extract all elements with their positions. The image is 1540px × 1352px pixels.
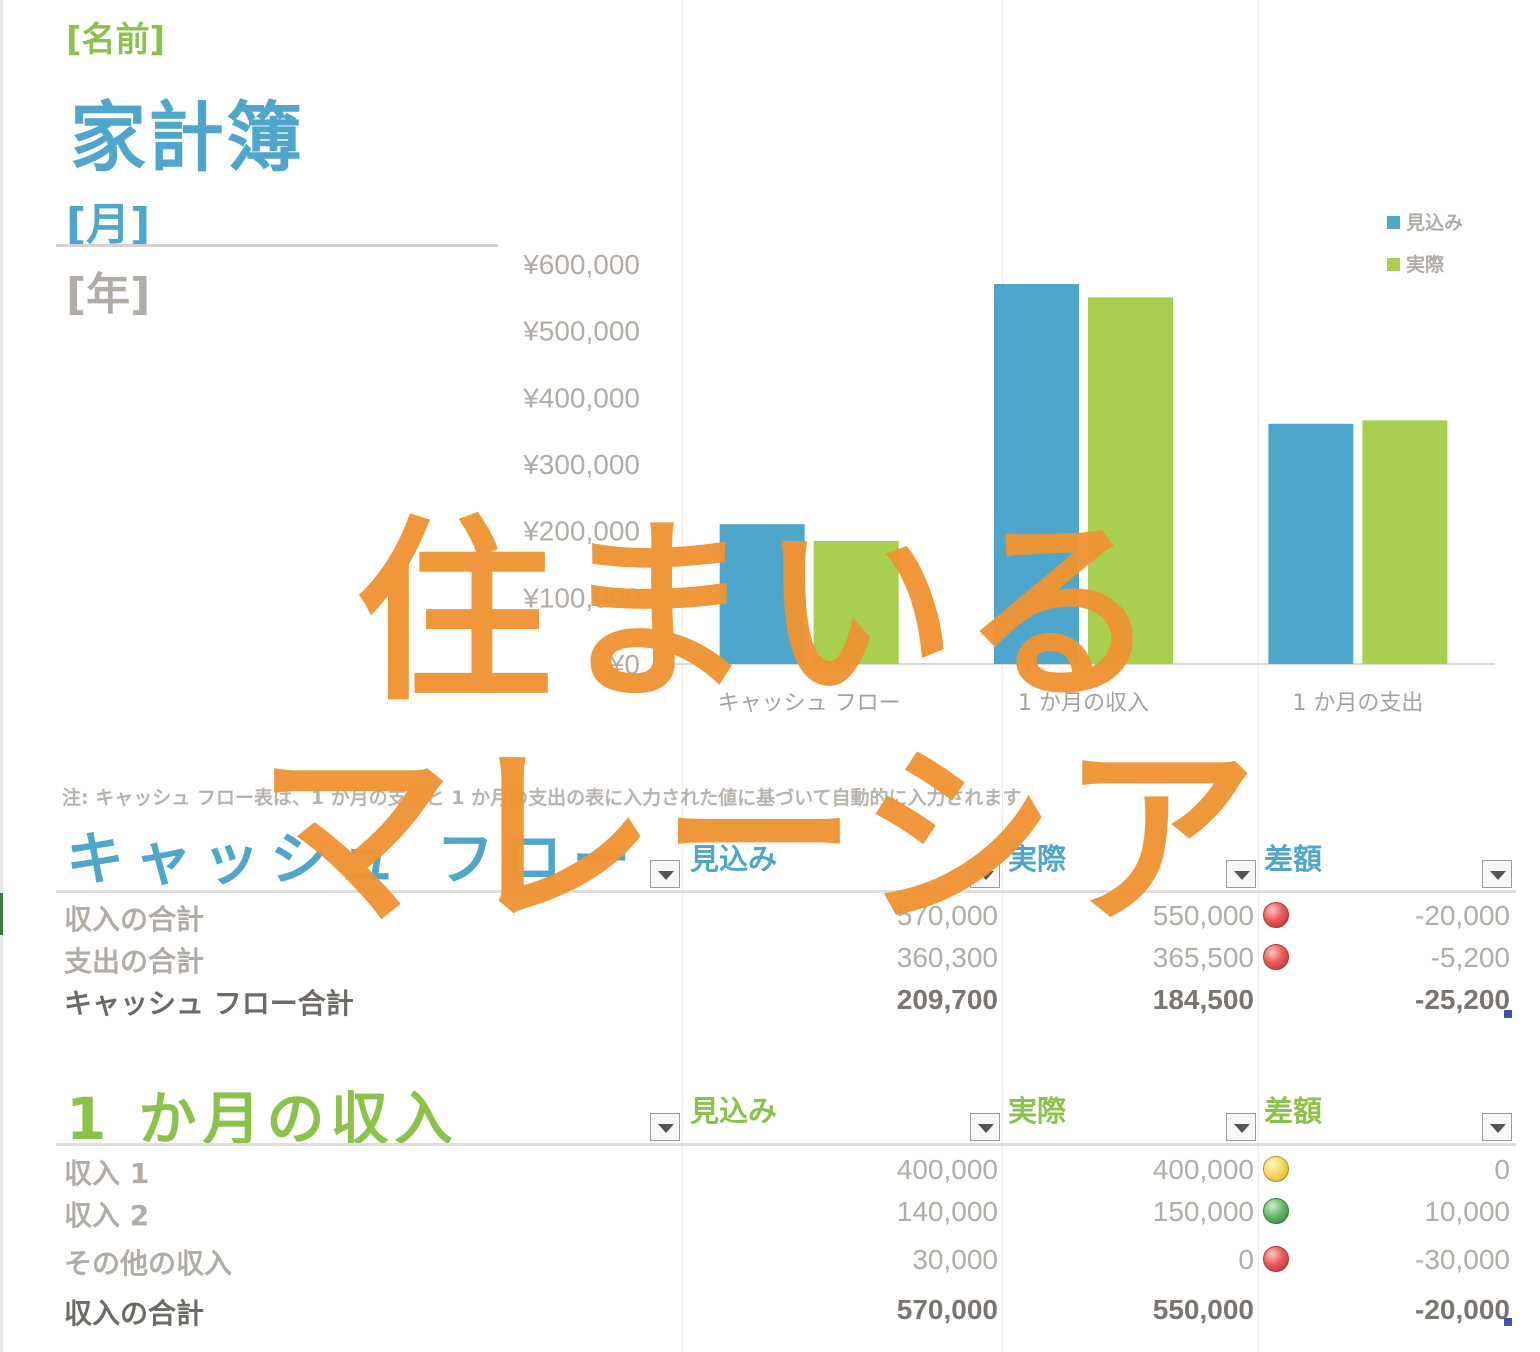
- table-cell-actual[interactable]: 150,000: [1152, 1196, 1254, 1227]
- column-gridline: [1258, 0, 1259, 1352]
- note-text: 注: キャッシュ フロー表は、1 か月の支出と 1 か月の支出の表に入力された値…: [62, 787, 1022, 809]
- x-axis-category-label: 1 か月の収入: [1018, 691, 1149, 716]
- month-cell[interactable]: [月]: [66, 199, 151, 250]
- table-cell-expected[interactable]: 360,300: [896, 942, 998, 973]
- page-title[interactable]: 家計簿: [70, 93, 304, 182]
- column-gridline: [1002, 0, 1003, 1352]
- filter-dropdown-button[interactable]: [970, 1113, 1000, 1141]
- filter-dropdown-button[interactable]: [1482, 860, 1512, 888]
- income-header-diff: 差額: [1264, 1094, 1323, 1128]
- table-cell-expected[interactable]: 30,000: [912, 1244, 998, 1275]
- table-total-expected[interactable]: 209,700: [896, 984, 998, 1015]
- column-gridline: [682, 0, 683, 1352]
- legend-swatch: [1387, 216, 1400, 229]
- income-header-expected: 見込み: [690, 1094, 778, 1128]
- table-total-expected[interactable]: 570,000: [896, 1294, 998, 1325]
- y-axis-tick-label: ¥200,000: [522, 516, 640, 547]
- table-cell-diff[interactable]: 0: [1494, 1154, 1510, 1185]
- table-row-label[interactable]: 支出の合計: [64, 945, 205, 978]
- cashflow-section-title: キャッシュ フロー: [66, 825, 641, 893]
- filter-dropdown-button[interactable]: [1226, 860, 1256, 888]
- status-indicator-yellow-icon: [1263, 1156, 1289, 1182]
- table-resize-handle[interactable]: [1504, 1318, 1512, 1326]
- y-axis-tick-label: ¥600,000: [522, 249, 640, 280]
- year-cell[interactable]: [年]: [66, 269, 151, 320]
- chart-bar: [719, 524, 805, 664]
- x-axis-category-label: キャッシュ フロー: [718, 691, 901, 716]
- sheet-left-edge: [0, 0, 3, 1352]
- watermark-line-1: 住まいる: [355, 500, 1164, 728]
- legend-label: 実際: [1406, 253, 1445, 276]
- cashflow-header-rule: [56, 890, 1516, 893]
- y-axis-tick-label: ¥400,000: [522, 382, 640, 413]
- table-row-label[interactable]: 収入の合計: [64, 903, 205, 936]
- table-resize-handle[interactable]: [1504, 1010, 1512, 1018]
- status-indicator-red-icon: [1263, 944, 1289, 970]
- table-total-actual[interactable]: 184,500: [1152, 984, 1254, 1015]
- table-cell-actual[interactable]: 0: [1238, 1244, 1254, 1275]
- month-divider: [56, 244, 498, 247]
- table-total-actual[interactable]: 550,000: [1152, 1294, 1254, 1325]
- table-cell-diff[interactable]: -20,000: [1415, 900, 1510, 931]
- chart-bar: [1088, 297, 1173, 664]
- chart-bar: [813, 541, 899, 664]
- watermark-line-2: マレーシア: [256, 725, 1264, 953]
- table-cell-expected[interactable]: 400,000: [896, 1154, 998, 1185]
- filter-dropdown-button[interactable]: [1226, 1113, 1256, 1141]
- active-row-marker: [0, 893, 3, 935]
- cashflow-header-actual: 実際: [1008, 842, 1067, 876]
- table-cell-expected[interactable]: 570,000: [896, 900, 998, 931]
- chart-bar: [1362, 420, 1448, 664]
- table-cell-actual[interactable]: 400,000: [1152, 1154, 1254, 1185]
- table-total-label[interactable]: 収入の合計: [64, 1297, 205, 1330]
- filter-dropdown-button[interactable]: [650, 1113, 680, 1141]
- table-cell-diff[interactable]: -5,200: [1430, 942, 1510, 973]
- y-axis-tick-label: ¥100,000: [522, 582, 640, 613]
- filter-dropdown-button[interactable]: [650, 860, 680, 888]
- table-total-diff[interactable]: -20,000: [1415, 1294, 1510, 1325]
- y-axis-tick-label: ¥300,000: [522, 449, 640, 480]
- table-total-diff[interactable]: -25,200: [1415, 984, 1510, 1015]
- cashflow-bar-chart[interactable]: ¥0 ¥100,000 ¥200,000 ¥300,000 ¥400,000 ¥500,0…: [500, 200, 1520, 740]
- table-cell-diff[interactable]: -30,000: [1415, 1244, 1510, 1275]
- income-section-title: 1 か月の収入: [66, 1085, 459, 1153]
- income-header-rule: [56, 1143, 1516, 1146]
- status-indicator-red-icon: [1263, 902, 1289, 928]
- table-row-label[interactable]: その他の収入: [64, 1247, 233, 1280]
- cashflow-header-expected: 見込み: [690, 842, 778, 876]
- table-cell-actual[interactable]: 365,500: [1152, 942, 1254, 973]
- y-axis-tick-label: ¥0: [608, 649, 640, 680]
- cashflow-header-diff: 差額: [1264, 842, 1323, 876]
- chart-bar: [994, 284, 1079, 664]
- legend-label: 見込み: [1406, 212, 1463, 234]
- table-row-label[interactable]: 収入 1: [64, 1157, 150, 1190]
- table-total-label[interactable]: キャッシュ フロー合計: [64, 987, 354, 1020]
- name-cell[interactable]: [名前]: [66, 20, 166, 60]
- filter-dropdown-button[interactable]: [970, 860, 1000, 888]
- table-cell-actual[interactable]: 550,000: [1152, 900, 1254, 931]
- y-axis-tick-label: ¥500,000: [522, 316, 640, 347]
- chart-bar: [1268, 423, 1354, 664]
- legend-swatch: [1387, 258, 1400, 271]
- table-row-label[interactable]: 収入 2: [64, 1199, 150, 1232]
- income-header-actual: 実際: [1008, 1094, 1067, 1128]
- table-cell-diff[interactable]: 10,000: [1424, 1196, 1510, 1227]
- status-indicator-red-icon: [1263, 1246, 1289, 1272]
- x-axis-category-label: 1 か月の支出: [1292, 691, 1423, 716]
- filter-dropdown-button[interactable]: [1482, 1113, 1512, 1141]
- table-cell-expected[interactable]: 140,000: [896, 1196, 998, 1227]
- status-indicator-green-icon: [1263, 1198, 1289, 1224]
